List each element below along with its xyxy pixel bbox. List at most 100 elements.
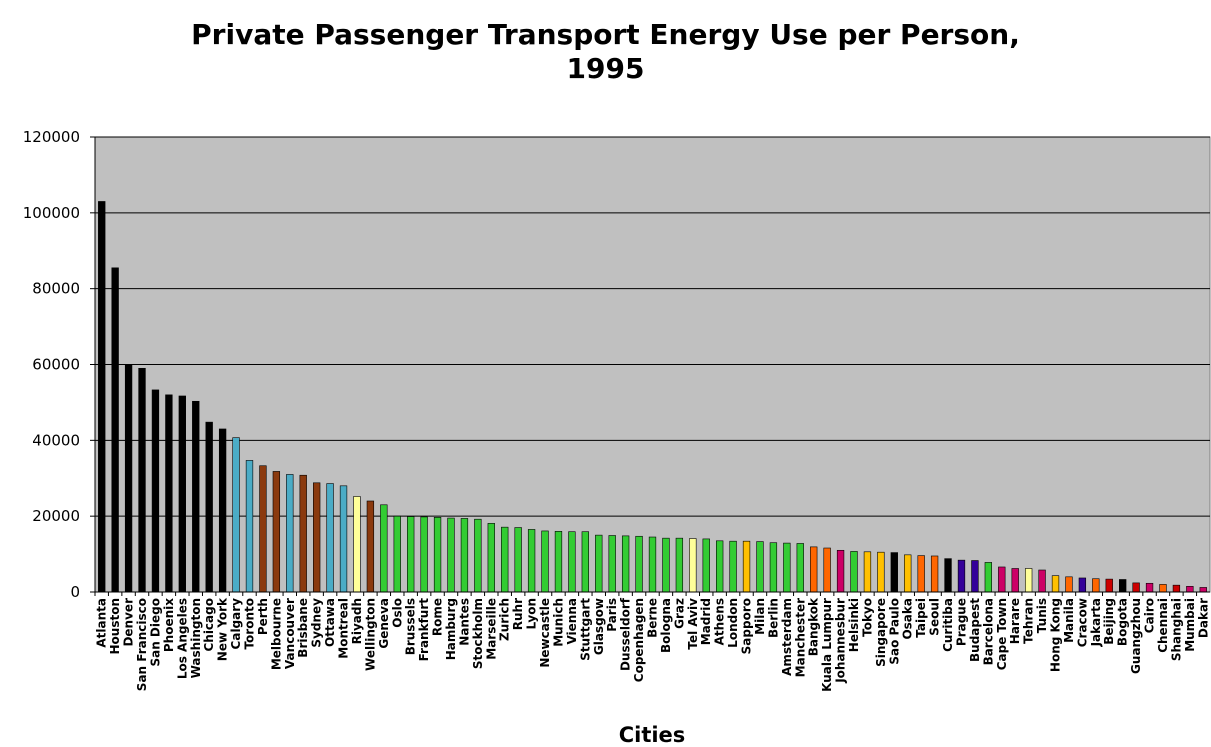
bar <box>353 496 361 593</box>
bar <box>930 555 939 593</box>
bar <box>420 516 428 593</box>
x-category-label: Phoenix <box>162 598 176 652</box>
x-category-label: Prague <box>954 598 968 646</box>
bar <box>621 535 630 593</box>
x-category-label: Washington <box>189 598 203 678</box>
bar <box>608 535 616 593</box>
bar <box>111 267 119 593</box>
bar <box>823 547 831 593</box>
chart-title-line-2: 1995 <box>566 52 645 85</box>
x-category-label: Taipei <box>914 598 928 638</box>
bar <box>541 530 549 593</box>
x-category-label: Dakar <box>1196 598 1210 638</box>
x-category-label: Riyadh <box>350 598 364 644</box>
bar <box>648 536 657 593</box>
bar <box>756 541 764 593</box>
bar <box>339 485 348 593</box>
bar <box>581 531 589 593</box>
y-tick-label: 60000 <box>32 356 80 374</box>
bar <box>178 395 186 593</box>
x-category-label: Oslo <box>390 598 404 628</box>
bar <box>487 523 495 593</box>
x-category-label: Kuala Lumpur <box>820 598 834 692</box>
bar <box>474 518 482 593</box>
x-category-label: Marseille <box>484 598 498 660</box>
bar <box>689 538 697 593</box>
x-category-label: Wellington <box>363 598 377 671</box>
x-category-label: Montreal <box>337 598 351 659</box>
x-category-label: Stockholm <box>471 598 485 669</box>
chart-title-line-1: Private Passenger Transport Energy Use p… <box>191 18 1020 51</box>
bar <box>514 527 522 593</box>
x-category-label: Budapest <box>968 598 982 662</box>
x-category-label: Singapore <box>874 598 888 667</box>
bar <box>272 471 281 593</box>
bar <box>769 542 778 593</box>
x-category-label: Tunis <box>1035 598 1049 633</box>
x-category-label: Beijing <box>1102 598 1116 645</box>
x-category-label: Tokyo <box>860 598 874 637</box>
bar <box>796 543 804 593</box>
x-category-label: Copenhagen <box>632 598 646 682</box>
bar <box>1105 578 1113 593</box>
x-category-label: Lyon <box>525 598 539 629</box>
bar <box>729 540 737 593</box>
x-category-label: Stuttgart <box>578 598 592 661</box>
bar <box>716 540 724 593</box>
x-category-label: Toronto <box>242 598 256 650</box>
bar <box>863 551 872 593</box>
bar <box>1172 584 1181 593</box>
x-category-label: Jakarta <box>1089 598 1103 647</box>
bar <box>1038 569 1046 593</box>
bar <box>124 364 133 593</box>
bar <box>205 421 213 593</box>
bar <box>890 552 898 593</box>
x-category-label: Vancouver <box>283 598 297 669</box>
bar <box>380 504 388 593</box>
bar <box>218 428 227 593</box>
x-category-label: San Diego <box>148 598 162 667</box>
bar <box>433 516 442 593</box>
x-category-label: Manila <box>1062 598 1076 643</box>
x-category-label: New York <box>216 597 230 661</box>
bar <box>192 400 200 593</box>
x-category-label: Vienna <box>565 598 579 645</box>
bar <box>165 394 173 593</box>
bar <box>917 555 925 593</box>
bar <box>286 474 294 593</box>
x-category-label: Harare <box>1008 598 1022 644</box>
x-category-label: Ottawa <box>323 598 337 647</box>
x-category-label: Cairo <box>1143 598 1157 633</box>
bar <box>1145 582 1154 593</box>
x-axis-label: Cities <box>619 723 686 747</box>
x-category-label: Los Angeles <box>175 598 189 679</box>
x-category-label: Ruhr <box>511 598 525 630</box>
x-category-label: Helsinki <box>847 598 861 652</box>
x-category-label: Atlanta <box>95 598 109 648</box>
bar <box>984 562 992 593</box>
x-category-label: Cracow <box>1075 598 1089 647</box>
x-category-label: Cape Town <box>995 598 1009 670</box>
y-tick-label: 80000 <box>32 280 80 298</box>
chart-title: Private Passenger Transport Energy Use p… <box>0 18 1211 86</box>
bar <box>1092 578 1100 593</box>
x-category-label: Paris <box>605 598 619 632</box>
x-category-label: Glasgow <box>592 598 606 655</box>
x-category-label: Berlin <box>766 598 780 638</box>
bar <box>1051 575 1060 593</box>
x-category-label: Nantes <box>457 598 471 646</box>
bar <box>836 549 845 593</box>
bar <box>783 542 791 593</box>
bar <box>810 546 818 593</box>
x-category-label: Bangkok <box>807 597 821 656</box>
bar <box>554 531 563 593</box>
bar <box>877 551 885 593</box>
bar <box>1024 568 1033 593</box>
x-category-label: Zurich <box>498 598 512 641</box>
y-tick-label: 20000 <box>32 507 80 525</box>
x-category-label: Hong Kong <box>1049 598 1063 672</box>
y-tick-label: 120000 <box>23 128 80 146</box>
x-category-label: Guangzhou <box>1129 598 1143 674</box>
x-category-label: Graz <box>672 598 686 629</box>
x-category-label: Calgary <box>229 598 243 650</box>
